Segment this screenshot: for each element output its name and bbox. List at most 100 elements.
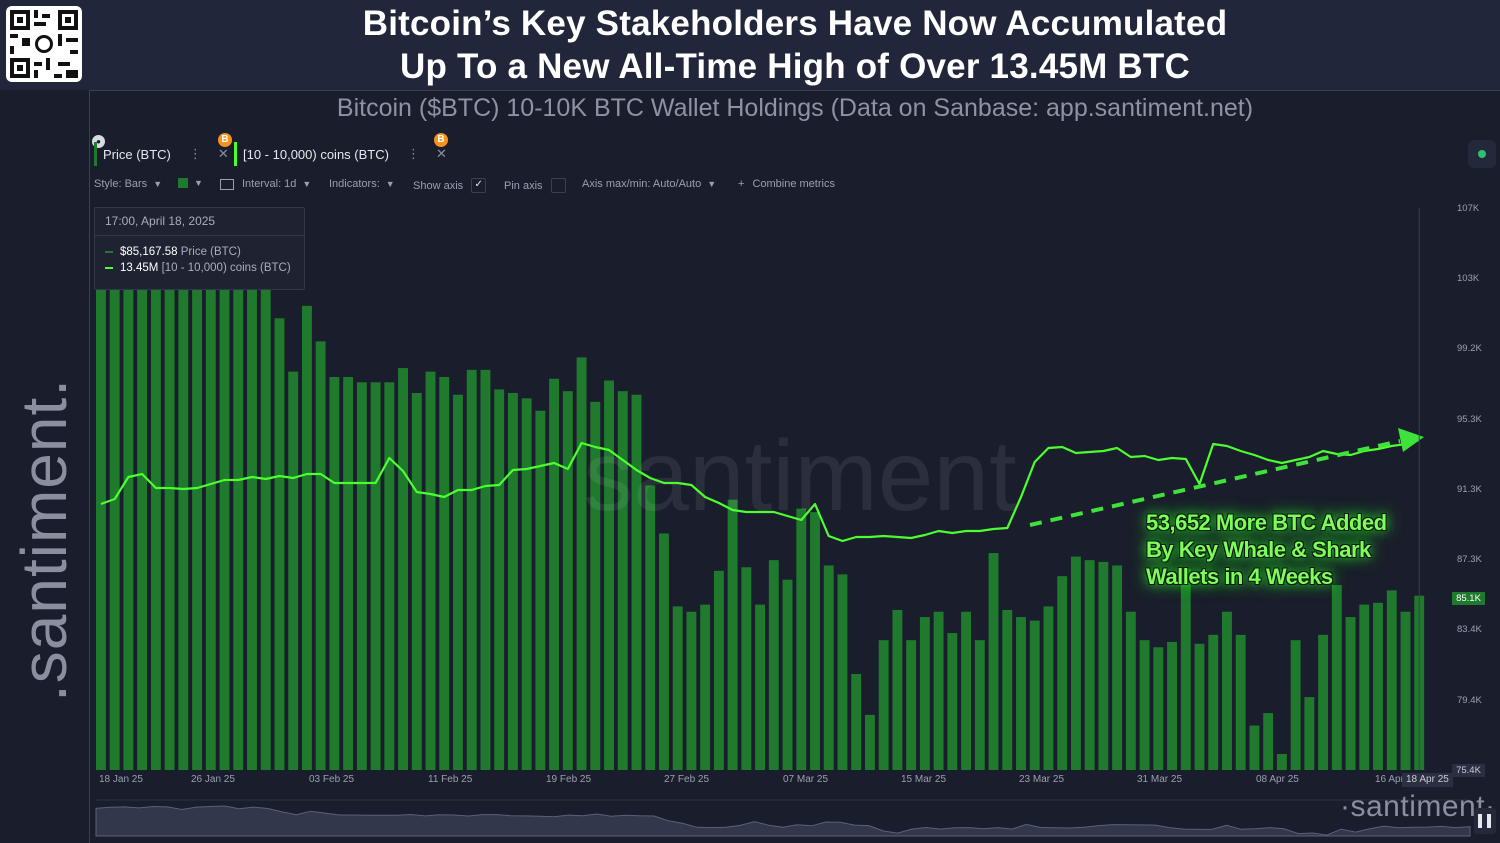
- pin-axis-toggle[interactable]: Pin axis: [504, 178, 566, 193]
- current-date-label: 18 Apr 25: [1402, 773, 1453, 787]
- price-bar: [933, 611, 944, 770]
- price-color-bar: [94, 142, 97, 166]
- checkmark-icon[interactable]: ✓: [471, 178, 487, 193]
- style-dropdown[interactable]: Style: Bars ▼: [94, 178, 162, 190]
- holdings-marker: [105, 266, 113, 269]
- interval-label: Interval: 1d: [242, 178, 297, 190]
- price-bar: [260, 254, 271, 771]
- price-bar: [1373, 602, 1383, 770]
- price-bar: [1098, 561, 1109, 770]
- price-bar: [604, 380, 614, 770]
- price-bar: [700, 604, 711, 770]
- qr-code: [0, 0, 91, 91]
- holdings-line: [100, 438, 1420, 543]
- x-tick: 15 Mar 25: [901, 774, 947, 785]
- price-bar: [1139, 640, 1150, 770]
- y-tick: 79.4K: [1457, 695, 1482, 706]
- pause-icon[interactable]: [1474, 808, 1496, 834]
- price-bar: [1125, 611, 1136, 770]
- color-swatch: [178, 178, 188, 188]
- price-bar: [686, 611, 697, 770]
- price-bar: [1084, 560, 1095, 770]
- price-bar: [1057, 576, 1068, 770]
- x-tick: 31 Mar 25: [1137, 774, 1183, 785]
- trend-arrow-head-icon: [1398, 428, 1424, 452]
- tooltip-time: 17:00, April 18, 2025: [105, 214, 216, 228]
- x-tick: 18 Jan 25: [99, 774, 143, 785]
- price-bar: [1400, 611, 1411, 770]
- tooltip-holdings-value: 13.45M: [120, 262, 159, 274]
- interval-dropdown[interactable]: Interval: 1d ▼: [220, 178, 311, 190]
- navigator-area[interactable]: [95, 805, 1471, 837]
- price-bar: [233, 259, 244, 770]
- axis-minmax-dropdown[interactable]: Axis max/min: Auto/Auto ▼: [582, 178, 716, 190]
- current-price-label: 85.1K: [1452, 592, 1485, 605]
- x-tick: 07 Mar 25: [783, 774, 829, 785]
- more-options-icon[interactable]: ⋮: [406, 146, 420, 161]
- tab-holdings[interactable]: [10 - 10,000) coins (BTC) ⋮ ✕: [234, 140, 447, 168]
- close-icon[interactable]: ✕: [217, 146, 229, 161]
- x-tick: 23 Mar 25: [1019, 774, 1065, 785]
- price-bar: [988, 553, 999, 770]
- price-bar: [1112, 565, 1123, 770]
- x-tick: 03 Feb 25: [309, 774, 355, 785]
- price-bar: [1043, 606, 1054, 770]
- price-bar: [123, 225, 134, 770]
- price-bar: [659, 533, 669, 770]
- price-bar: [356, 382, 367, 770]
- price-bar: [892, 609, 903, 770]
- title-line-2: Up To a New All-Time High of Over 13.45M…: [400, 47, 1190, 86]
- santiment-bottom-watermark: ·santiment·: [1340, 790, 1496, 823]
- price-bar: [150, 216, 161, 770]
- combine-label: Combine metrics: [752, 178, 835, 190]
- price-bar: [301, 305, 312, 770]
- price-bar: [425, 371, 436, 770]
- annotation-line-1: 53,652 More BTC Added: [1146, 510, 1387, 535]
- price-bar: [713, 570, 724, 770]
- status-dot-icon[interactable]: [1468, 140, 1496, 168]
- chart-tooltip: 17:00, April 18, 2025 $85,167.58 Price (…: [94, 207, 305, 290]
- tab-holdings-label: [10 - 10,000) coins (BTC): [243, 146, 389, 162]
- metric-tabs: ● Price (BTC) ⋮ ✕ B [10 - 10,000) coins …: [90, 130, 490, 174]
- trend-arrow-line: [1029, 439, 1401, 527]
- price-bar: [1331, 585, 1342, 770]
- tooltip-price-value: $85,167.58: [120, 246, 178, 258]
- x-tick: 27 Feb 25: [664, 774, 710, 785]
- tooltip-holdings-name: [10 - 10,000) coins (BTC): [161, 262, 291, 274]
- price-bar: [755, 604, 766, 770]
- checkbox-icon[interactable]: [550, 178, 566, 193]
- price-bar: [1290, 640, 1301, 770]
- style-label: Style: Bars: [94, 178, 148, 190]
- price-bar: [384, 382, 395, 770]
- x-tick: 26 Jan 25: [191, 774, 235, 785]
- price-bars: [96, 208, 1425, 771]
- price-bar: [1263, 713, 1274, 770]
- indicators-dropdown[interactable]: Indicators: ▼: [329, 178, 395, 190]
- price-bar: [1359, 604, 1370, 770]
- price-bar: [672, 606, 683, 770]
- price-bar: [205, 216, 216, 770]
- bitcoin-badge-icon: B: [434, 133, 448, 147]
- price-bar: [398, 368, 408, 770]
- price-bar: [1208, 634, 1219, 770]
- price-bar: [1153, 647, 1164, 770]
- tab-price[interactable]: Price (BTC) ⋮ ✕: [94, 140, 229, 168]
- color-picker[interactable]: ▼: [178, 178, 203, 188]
- price-bar: [961, 611, 971, 770]
- close-icon[interactable]: ✕: [435, 146, 447, 161]
- price-bar: [507, 392, 518, 770]
- price-bar: [1070, 556, 1081, 770]
- combine-metrics-button[interactable]: + Combine metrics: [738, 178, 835, 190]
- price-bar: [810, 512, 820, 770]
- price-bar: [109, 232, 120, 770]
- price-bar: [1167, 641, 1177, 770]
- more-options-icon[interactable]: ⋮: [188, 146, 202, 161]
- axis-minmax-label: Axis max/min: Auto/Auto: [582, 178, 702, 190]
- annotation-line-2: By Key Whale & Shark: [1146, 537, 1371, 562]
- price-bar: [329, 376, 340, 770]
- price-bar: [1304, 697, 1315, 770]
- show-axis-toggle[interactable]: Show axis ✓: [413, 178, 487, 193]
- chevron-down-icon: ▼: [707, 179, 717, 189]
- tab-price-label: Price (BTC): [103, 146, 171, 162]
